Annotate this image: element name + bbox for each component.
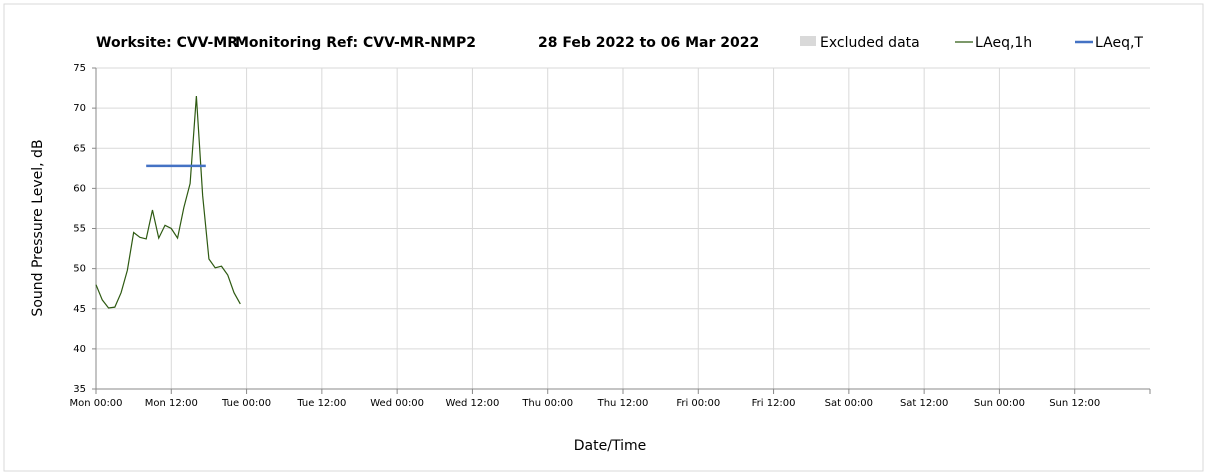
x-tick-label: Thu 00:00 — [521, 398, 573, 409]
x-tick-label: Wed 12:00 — [446, 398, 500, 409]
chart-title: Worksite: CVV-MR — [96, 35, 238, 51]
legend-label: Excluded data — [820, 35, 920, 51]
y-tick-label: 35 — [73, 384, 86, 395]
chart-title: Monitoring Ref: CVV-MR-NMP2 — [235, 35, 476, 51]
line-series — [95, 96, 241, 309]
y-tick-label: 50 — [73, 264, 86, 275]
chart-title: 28 Feb 2022 to 06 Mar 2022 — [538, 35, 759, 51]
x-tick-label: Tue 12:00 — [296, 398, 346, 409]
x-tick-label: Thu 12:00 — [597, 398, 649, 409]
y-tick-label: 45 — [73, 304, 86, 315]
x-tick-label: Sun 12:00 — [1049, 398, 1100, 409]
y-tick-label: 55 — [73, 224, 86, 235]
x-tick-label: Mon 00:00 — [69, 398, 122, 409]
legend-label: LAeq,T — [1095, 35, 1143, 51]
y-tick-label: 40 — [73, 344, 86, 355]
x-tick-label: Tue 00:00 — [221, 398, 271, 409]
x-tick-label: Sat 00:00 — [825, 398, 873, 409]
y-tick-label: 60 — [73, 183, 86, 194]
x-tick-label: Mon 12:00 — [145, 398, 198, 409]
legend-label: LAeq,1h — [975, 35, 1032, 51]
x-axis-label: Date/Time — [574, 438, 646, 454]
y-axis-label: Sound Pressure Level, dB — [30, 139, 46, 316]
x-tick-label: Wed 00:00 — [370, 398, 424, 409]
y-tick-label: 75 — [73, 63, 86, 74]
x-tick-label: Fri 12:00 — [752, 398, 796, 409]
y-tick-label: 65 — [73, 143, 86, 154]
y-tick-label: 70 — [73, 103, 86, 114]
x-tick-label: Sat 12:00 — [900, 398, 948, 409]
legend-swatch — [800, 36, 816, 46]
x-tick-label: Fri 00:00 — [676, 398, 720, 409]
chart-frame — [3, 3, 1204, 472]
x-tick-label: Sun 00:00 — [974, 398, 1025, 409]
